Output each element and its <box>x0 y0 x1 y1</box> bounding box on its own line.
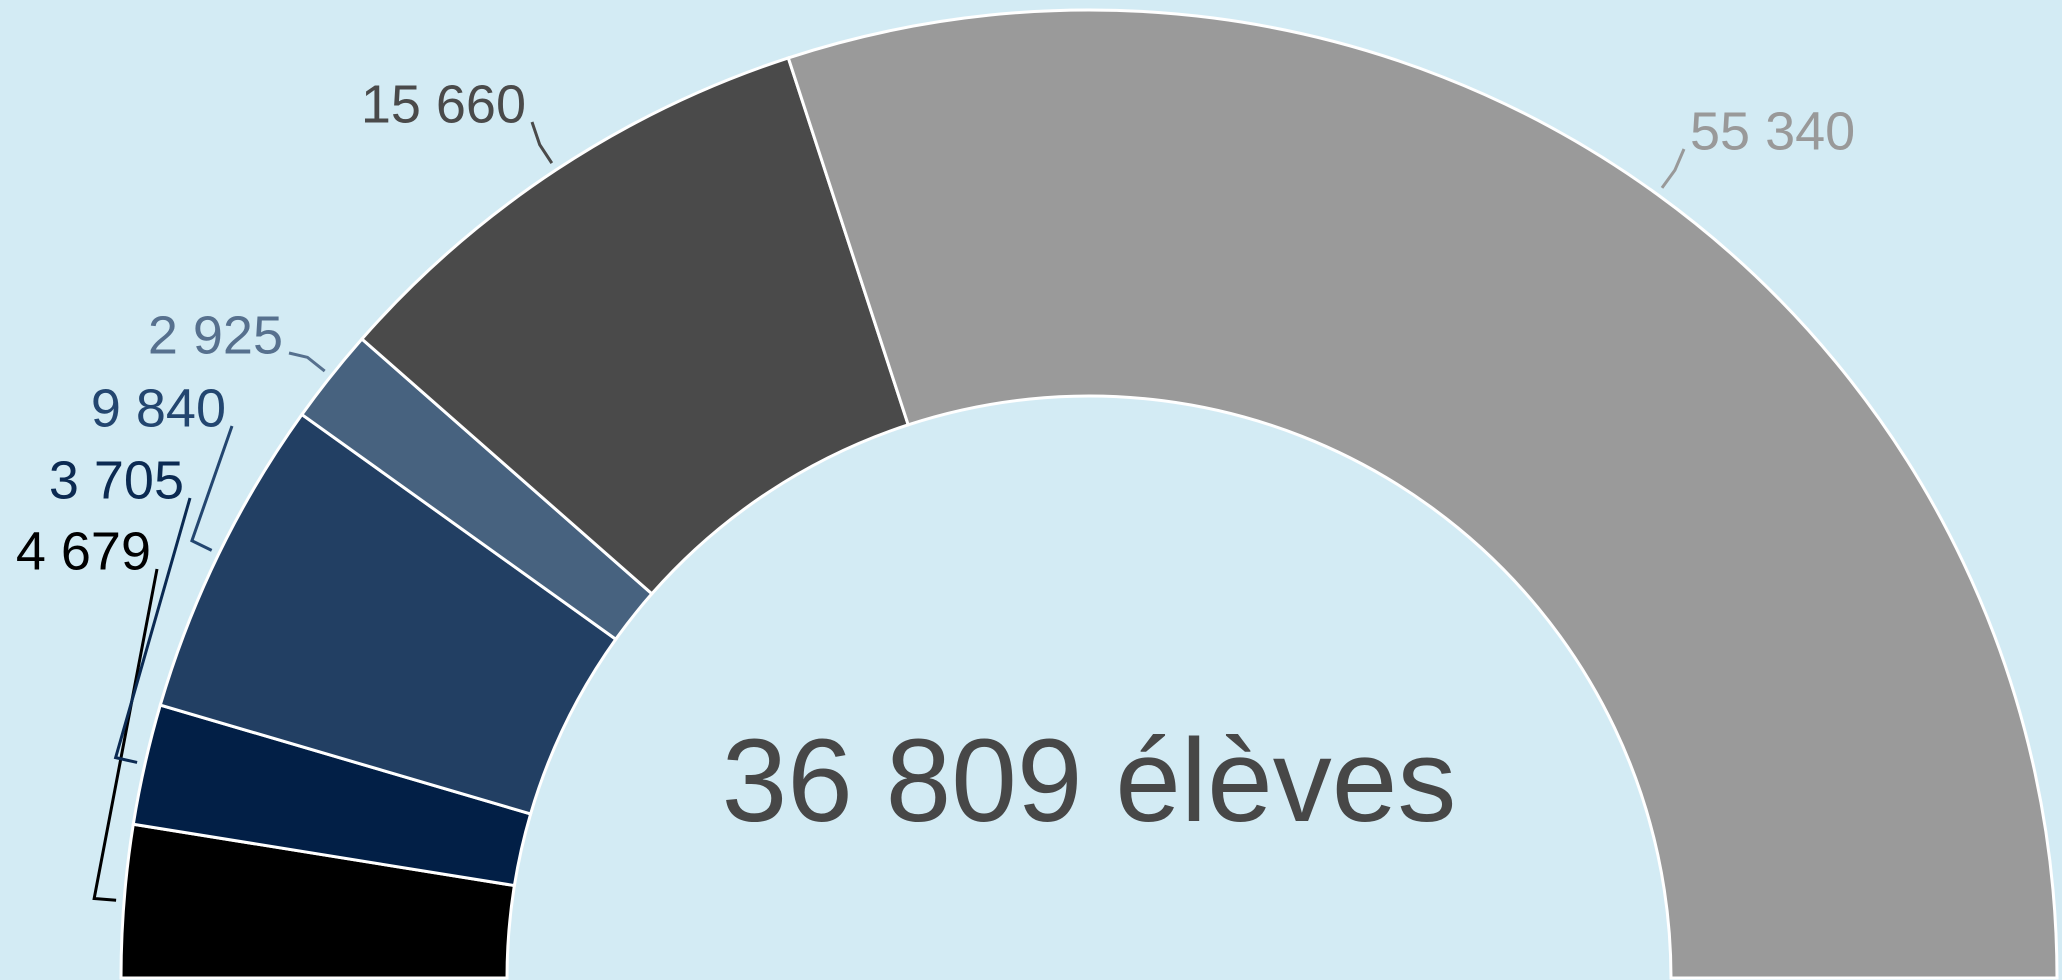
leader-line <box>1660 148 1686 189</box>
leader-line <box>113 497 192 764</box>
center-annotation: 36 809 élèves <box>722 715 1457 847</box>
donut-segment <box>786 8 2059 980</box>
data-label: 15 660 <box>361 74 526 134</box>
leader-line <box>190 425 234 552</box>
data-label: 9 840 <box>91 378 226 438</box>
leader-line <box>530 121 554 164</box>
leader-line <box>92 568 159 902</box>
data-label: 2 925 <box>148 305 283 365</box>
data-label: 55 340 <box>1690 101 1855 161</box>
leader-line <box>288 351 326 373</box>
data-label: 4 679 <box>16 521 151 581</box>
data-label: 3 705 <box>49 450 184 510</box>
